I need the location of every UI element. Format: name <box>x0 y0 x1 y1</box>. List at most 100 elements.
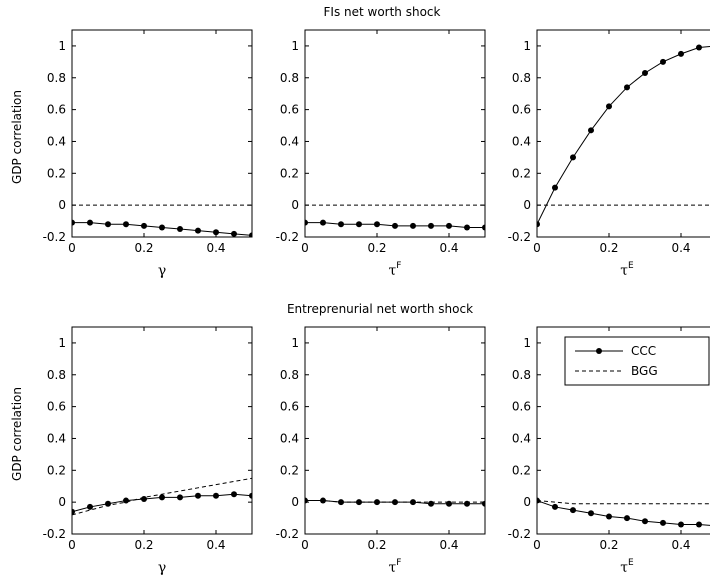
y-tick-label: 0.2 <box>280 166 299 180</box>
panel-r0-c1: 10.80.60.40.20-0.20 0.2 0.4τF <box>276 29 486 279</box>
series-ccc-point <box>606 103 612 110</box>
series-ccc-point <box>87 219 93 226</box>
series-ccc-point <box>177 226 183 233</box>
x-tick-label: 0.2 <box>599 538 618 552</box>
x-axis-label-superscript: F <box>396 558 401 568</box>
panel-r0-c0: 10.80.60.40.20-0.20 0.2 0.4γ <box>43 29 253 279</box>
y-tick-label: 0.2 <box>47 166 66 180</box>
series-ccc-point <box>141 222 147 229</box>
panel-r1-c0: 10.80.60.40.20-0.20 0.2 0.4γ <box>43 326 253 576</box>
series-ccc-point <box>72 508 75 515</box>
x-axis-label-symbol: γ <box>158 560 166 576</box>
y-tick-label: -0.2 <box>276 527 299 541</box>
y-tick-label: 1 <box>523 336 531 350</box>
x-tick-label: 0 <box>533 241 541 255</box>
series-ccc-point <box>320 497 326 504</box>
row-title-fis-shock: FIs net worth shock <box>324 5 441 19</box>
series-ccc-point <box>320 219 326 226</box>
series-ccc-point <box>537 497 540 504</box>
series-ccc-point <box>338 499 344 506</box>
x-tick-label: 0.2 <box>367 241 386 255</box>
y-axis-label-bottom: GDP correlation <box>10 387 24 481</box>
series-ccc-point <box>482 224 485 231</box>
axes-box <box>304 29 486 238</box>
x-axis-label-symbol: τ <box>389 560 397 576</box>
series-group <box>305 497 485 507</box>
y-tick-label: 0.4 <box>512 134 531 148</box>
series-ccc-point <box>570 154 576 161</box>
series-group <box>72 477 252 516</box>
x-tick-label: 0.4 <box>206 538 225 552</box>
y-tick-label: 0.4 <box>280 134 299 148</box>
series-ccc-point <box>231 230 237 237</box>
series-ccc-point <box>72 219 75 226</box>
series-ccc-point <box>141 495 147 502</box>
x-axis-label: γ <box>158 263 166 279</box>
y-tick-label: 0.6 <box>512 103 531 117</box>
y-tick-label: 0 <box>523 198 531 212</box>
series-ccc-point <box>213 229 219 236</box>
y-tick-label: -0.2 <box>508 230 531 244</box>
axes-box <box>536 29 710 238</box>
y-tick-label: 0 <box>291 198 299 212</box>
series-ccc-point <box>105 221 111 228</box>
series-ccc-point <box>552 503 558 510</box>
series-group <box>537 497 710 528</box>
panel-r0-c2: 10.80.60.40.20-0.20 0.2 0.4τE <box>508 29 710 279</box>
series-ccc-point <box>696 521 702 528</box>
y-tick-label: -0.2 <box>276 230 299 244</box>
series-ccc-point <box>428 500 434 507</box>
y-tick-label: 0.6 <box>512 400 531 414</box>
x-tick-label: 0 <box>301 241 309 255</box>
y-tick-label: 1 <box>291 39 299 53</box>
y-tick-label: 1 <box>523 39 531 53</box>
series-ccc-point <box>159 494 165 501</box>
series-ccc-point <box>305 497 308 504</box>
series-ccc-point <box>410 222 416 229</box>
series-ccc-point <box>464 500 470 507</box>
series-ccc-point <box>537 221 540 228</box>
panel-r1-c1: 10.80.60.40.20-0.20 0.2 0.4τF <box>276 326 486 576</box>
x-axis-label: τE <box>620 558 634 576</box>
x-tick-label: 0 <box>68 538 76 552</box>
x-tick-label: 0.2 <box>599 241 618 255</box>
series-ccc-point <box>588 127 594 134</box>
axes-box <box>304 326 486 535</box>
y-axis-label-top: GDP correlation <box>10 90 24 184</box>
series-ccc-line <box>537 46 710 225</box>
y-tick-label: 0.6 <box>47 103 66 117</box>
series-ccc-point <box>159 224 165 231</box>
series-ccc-point <box>105 500 111 507</box>
y-tick-label: 0.8 <box>47 71 66 85</box>
legend-ccc-marker <box>596 348 602 354</box>
x-tick-label: 0.4 <box>439 538 458 552</box>
x-axis-label-symbol: τ <box>389 263 397 279</box>
x-axis-label: τF <box>389 558 402 576</box>
series-ccc-point <box>356 221 362 228</box>
x-axis-label: γ <box>158 560 166 576</box>
y-tick-label: 0.2 <box>512 463 531 477</box>
axes-box <box>71 29 253 238</box>
series-ccc-point <box>392 222 398 229</box>
y-tick-label: 0.2 <box>512 166 531 180</box>
x-tick-label: 0 <box>68 241 76 255</box>
series-ccc-point <box>624 515 630 522</box>
series-ccc-point <box>446 500 452 507</box>
x-axis-label: τF <box>389 261 402 279</box>
y-tick-label: 0.8 <box>512 368 531 382</box>
series-ccc-point <box>410 499 416 506</box>
series-group <box>537 44 710 228</box>
x-tick-label: 0.2 <box>134 538 153 552</box>
legend: CCC BGG <box>564 336 710 386</box>
row-title-entrepreneurial-shock: Entreprenurial net worth shock <box>287 302 473 316</box>
x-tick-label: 0.2 <box>367 538 386 552</box>
x-axis-label-symbol: τ <box>620 560 628 576</box>
y-tick-label: 0.2 <box>280 463 299 477</box>
y-tick-label: 0.2 <box>47 463 66 477</box>
y-tick-label: -0.2 <box>43 230 66 244</box>
series-group <box>305 204 485 231</box>
series-ccc-point <box>624 84 630 91</box>
x-tick-label: 0.4 <box>671 241 690 255</box>
series-ccc-point <box>87 503 93 510</box>
